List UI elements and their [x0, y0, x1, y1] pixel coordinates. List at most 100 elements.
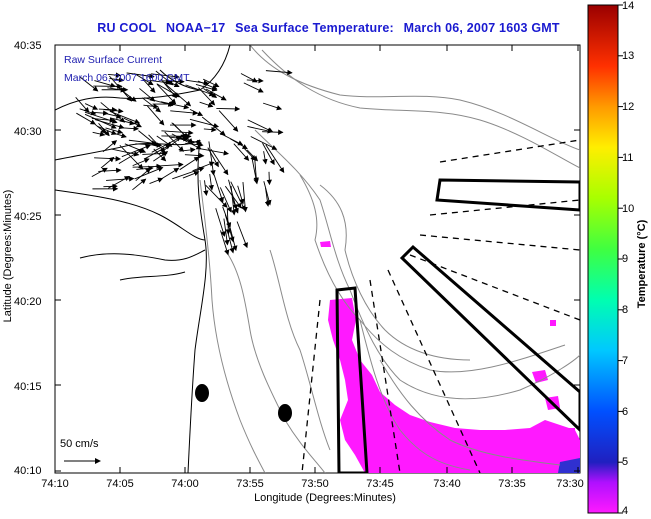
current-vector-arrow — [265, 144, 285, 173]
current-vector-arrow — [224, 185, 242, 209]
title-product: Sea Surface Temperature: — [235, 21, 394, 35]
colorbar-tick-label: 8 — [622, 304, 629, 316]
current-vector-arrow — [179, 156, 200, 171]
current-vector-arrow — [262, 102, 283, 111]
current-vector-arrow — [250, 136, 278, 150]
current-vector-arrow — [243, 82, 264, 93]
current-vector-arrow — [156, 84, 177, 105]
current-vector-arrow — [233, 143, 250, 161]
colorbar-tick-label: 5 — [622, 456, 629, 468]
current-vector-arrow — [246, 149, 259, 162]
sst-warm-pocket — [558, 458, 580, 473]
current-vector-arrow — [80, 76, 99, 92]
current-vector-arrow — [100, 156, 115, 169]
colorbar-ticks — [618, 4, 623, 514]
current-vector-arrow — [118, 148, 144, 164]
current-vector-arrow — [155, 162, 184, 168]
current-vector-arrow — [84, 103, 99, 110]
x-axis-ticks — [54, 45, 579, 473]
current-vector-arrow — [103, 112, 122, 119]
current-vector-arrow — [84, 111, 118, 124]
current-vector-arrow — [146, 105, 165, 126]
current-vector-arrow — [264, 187, 271, 207]
current-vector-arrow — [138, 130, 159, 147]
current-vector-arrow — [210, 148, 229, 176]
x-tick-label: 73:40 — [433, 478, 461, 490]
current-vector-arrow — [91, 167, 108, 177]
current-vector-arrow — [109, 77, 125, 83]
current-vector-arrow — [97, 125, 117, 135]
current-vector-arrow — [75, 96, 90, 113]
current-vector-arrow — [237, 185, 245, 205]
current-vector-arrow — [185, 84, 215, 97]
current-vector-arrow — [94, 119, 125, 130]
x-tick-label: 73:50 — [301, 478, 329, 490]
x-tick-label: 73:30 — [556, 478, 584, 490]
current-vector-arrow — [199, 101, 214, 108]
station-marker — [195, 384, 209, 402]
current-vector-arrow — [179, 147, 196, 153]
current-vector-arrow — [107, 87, 127, 93]
current-vector-arrow — [184, 152, 205, 159]
current-vector-arrow — [94, 80, 116, 88]
current-vector-arrow — [172, 166, 205, 180]
current-vector-arrow — [121, 144, 151, 158]
current-vector-arrow — [106, 176, 135, 182]
station-marker — [278, 404, 292, 422]
colorbar-tick-label: 4 — [622, 505, 629, 517]
current-vector-arrow — [102, 140, 118, 153]
colorbar-tick-label: 9 — [622, 253, 629, 265]
current-vector-arrow — [167, 80, 180, 88]
current-vector-arrow — [224, 214, 235, 243]
bathymetry-contours — [199, 45, 580, 473]
y-axis-ticks — [55, 44, 580, 472]
current-vector-arrow — [215, 208, 226, 237]
current-vector-arrow — [251, 156, 259, 185]
current-vector-arrow — [153, 148, 167, 162]
current-vector-arrow — [208, 141, 216, 176]
current-vector-arrow — [151, 73, 180, 80]
current-vector-arrow — [76, 112, 96, 125]
current-vector-arrow — [198, 87, 216, 106]
current-vector-arrow — [172, 122, 194, 144]
current-vector-arrow — [92, 131, 106, 137]
colorbar — [587, 4, 619, 514]
scale-label: 50 cm/s — [60, 438, 99, 450]
current-vector-arrow — [158, 167, 180, 181]
current-vector-arrow — [109, 117, 136, 126]
current-vector-arrow — [240, 73, 258, 83]
current-vector-arrow — [164, 131, 184, 152]
current-vector-arrow — [107, 72, 122, 78]
current-vector-arrow — [94, 156, 122, 162]
colorbar-tick-label: 10 — [622, 203, 635, 215]
map-title: RU COOL NOAA−17 Sea Surface Temperature:… — [0, 21, 651, 35]
y-tick-label: 40:15 — [14, 381, 42, 393]
current-vector-arrow — [144, 144, 172, 160]
current-vector-arrow — [189, 108, 204, 116]
colorbar-tick-label: 14 — [622, 0, 635, 12]
y-tick-label: 40:10 — [14, 465, 42, 477]
current-vector-arrow — [123, 125, 139, 132]
current-vector-arrow — [135, 167, 151, 182]
current-vector-arrow — [219, 187, 232, 213]
current-vector-arrow — [222, 206, 232, 229]
x-tick-label: 73:45 — [366, 478, 394, 490]
current-vector-arrow — [110, 148, 140, 157]
map-frame — [54, 44, 581, 474]
current-vector-arrow — [216, 106, 241, 112]
x-tick-label: 74:05 — [106, 478, 134, 490]
y-tick-label: 40:25 — [14, 211, 42, 223]
current-vector-arrow — [213, 174, 224, 203]
current-vector-arrow — [103, 108, 124, 114]
radial-lines — [301, 139, 580, 473]
current-vector-arrow — [262, 129, 284, 135]
current-vector-arrow — [195, 83, 218, 92]
current-vector-arrow — [142, 79, 156, 93]
current-vector-arrow — [265, 69, 293, 76]
current-vector-arrow — [230, 185, 237, 216]
colorbar-tick-label: 6 — [622, 406, 629, 418]
current-vector-arrow — [229, 138, 248, 150]
current-vector-arrow — [208, 174, 214, 191]
current-vector-arrow — [170, 110, 199, 116]
